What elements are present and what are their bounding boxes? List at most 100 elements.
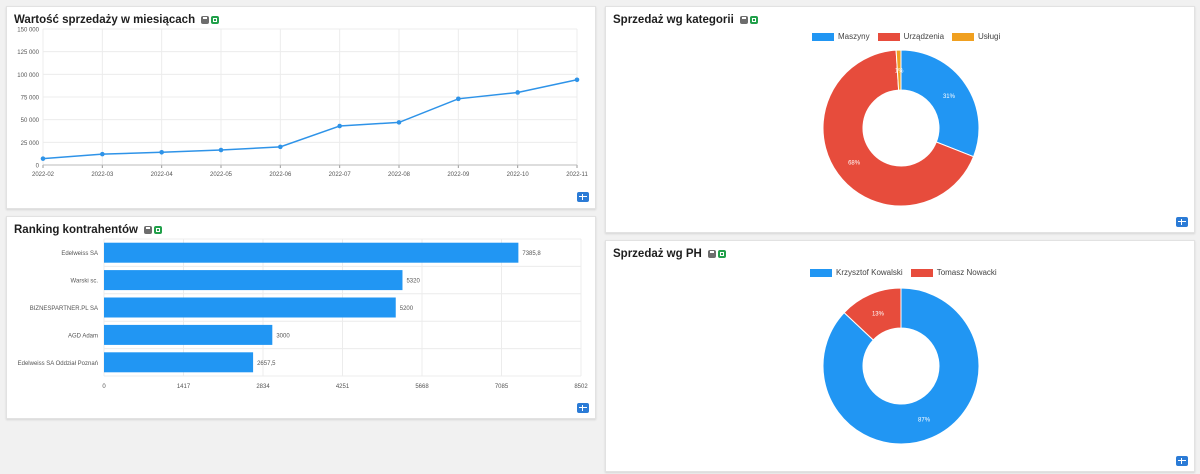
legend-item[interactable]: Usługi xyxy=(952,32,1000,41)
y-tick-label: 150 000 xyxy=(17,28,39,34)
category-label: Edelweiss SA xyxy=(61,251,98,257)
bar xyxy=(104,324,273,345)
x-tick-label: 2022-02 xyxy=(32,172,55,178)
bar-chart: 0 1417 2834 4251 5668 7085 8502 Edelweiss SA 738… xyxy=(18,238,588,390)
donut-slice xyxy=(900,49,980,158)
panel-title: Sprzedaż wg kategorii xyxy=(613,14,758,26)
legend-swatch xyxy=(952,32,975,41)
x-tick-label: 0 xyxy=(102,384,106,390)
x-tick-label: 1417 xyxy=(177,384,191,390)
data-point xyxy=(40,156,46,161)
panel-title: Wartość sprzedaży w miesiącach xyxy=(14,14,220,26)
y-tick-label: 75 000 xyxy=(21,96,40,102)
slice-label: 13% xyxy=(872,311,885,317)
slice-label: 68% xyxy=(848,161,861,167)
data-point xyxy=(218,147,224,153)
panel-title: Ranking kontrahentów xyxy=(14,224,162,236)
panel-ranking: Ranking kontrahentów 0 1417 2834 4251 5668 70… xyxy=(6,216,596,419)
data-point xyxy=(159,150,164,155)
excel-icon[interactable] xyxy=(211,16,220,24)
x-tick-label: 2022-06 xyxy=(269,172,292,178)
panel-monthly-sales: Wartość sprzedaży w miesiącach 0 25 000 50… xyxy=(6,6,596,209)
data-label: 3000 xyxy=(276,333,290,339)
series-line xyxy=(42,79,578,160)
legend-swatch xyxy=(810,268,832,277)
print-icon[interactable] xyxy=(739,16,748,24)
slice-label: 31% xyxy=(943,94,956,100)
table-icon[interactable] xyxy=(577,403,589,413)
donut-slice xyxy=(822,287,980,445)
legend: Maszyny Urządzenia Usługi xyxy=(812,32,1000,41)
data-point xyxy=(515,90,520,95)
data-label: 7385,8 xyxy=(522,251,541,257)
category-label: Edelweiss SA Oddział Poznań xyxy=(18,361,98,367)
legend-label: Tomasz Nowacki xyxy=(936,268,997,277)
donut-slice xyxy=(843,287,902,341)
x-tick-label: 2022-11 xyxy=(566,172,588,178)
panel-title-text: Sprzedaż wg PH xyxy=(613,248,702,260)
table-icon[interactable] xyxy=(577,192,589,202)
legend-item[interactable]: Tomasz Nowacki xyxy=(910,268,997,277)
legend-item[interactable]: Krzysztof Kowalski xyxy=(810,268,903,277)
x-tick-label: 2022-05 xyxy=(210,172,233,178)
data-label: 5200 xyxy=(400,306,414,312)
print-icon[interactable] xyxy=(143,226,152,234)
legend-swatch xyxy=(910,268,933,277)
bar xyxy=(104,242,519,263)
bar xyxy=(104,270,403,291)
category-label: BIZNESPARTNER.PL SA xyxy=(30,306,98,312)
y-tick-label: 125 000 xyxy=(17,50,39,56)
excel-icon[interactable] xyxy=(153,226,162,234)
slice-label: 1% xyxy=(895,69,904,75)
donut-chart: 87% 13% xyxy=(822,287,980,445)
category-label: Warski sc. xyxy=(71,279,99,285)
panel-title-text: Ranking kontrahentów xyxy=(14,224,138,236)
x-tick-label: 2022-10 xyxy=(507,172,530,178)
line-chart: 0 25 000 50 000 75 000 100 000 125 000 150 000… xyxy=(17,28,588,179)
legend-item[interactable]: Urządzenia xyxy=(877,32,945,41)
legend-item[interactable]: Maszyny xyxy=(812,32,870,41)
panel-title: Sprzedaż wg PH xyxy=(613,248,726,260)
y-tick-label: 100 000 xyxy=(17,73,39,79)
table-icon[interactable] xyxy=(1176,217,1188,227)
excel-icon[interactable] xyxy=(749,16,758,24)
legend-label: Urządzenia xyxy=(903,32,945,41)
legend-label: Krzysztof Kowalski xyxy=(836,268,903,277)
panel-ph: Sprzedaż wg PH Krzysztof Kowalski Tomasz … xyxy=(605,240,1195,472)
y-tick-label: 50 000 xyxy=(21,118,40,124)
legend-swatch xyxy=(877,32,900,41)
x-tick-label: 8502 xyxy=(574,384,588,390)
panel-title-text: Sprzedaż wg kategorii xyxy=(613,14,734,26)
data-point xyxy=(337,123,342,129)
x-tick-label: 2834 xyxy=(256,384,270,390)
x-tick-label: 2022-08 xyxy=(388,172,411,178)
slice-label: 87% xyxy=(918,418,931,424)
data-point xyxy=(574,77,580,83)
x-tick-label: 5668 xyxy=(415,384,429,390)
data-point xyxy=(100,151,105,157)
x-tick-label: 4251 xyxy=(336,384,350,390)
panel-title-text: Wartość sprzedaży w miesiącach xyxy=(14,14,196,26)
legend-label: Maszyny xyxy=(838,32,870,41)
data-label: 2657,5 xyxy=(257,361,276,367)
category-label: AGD Adam xyxy=(68,333,98,339)
x-tick-label: 7085 xyxy=(495,384,509,390)
x-tick-label: 2022-03 xyxy=(91,172,114,178)
print-icon[interactable] xyxy=(201,16,210,24)
panel-category: Sprzedaż wg kategorii Maszyny Urządzenia U… xyxy=(605,6,1195,233)
donut-slice xyxy=(895,49,902,91)
legend: Krzysztof Kowalski Tomasz Nowacki xyxy=(810,268,997,277)
legend-swatch xyxy=(812,32,834,41)
data-label: 5320 xyxy=(406,279,420,285)
bar xyxy=(104,352,254,373)
legend-label: Usługi xyxy=(978,32,1001,41)
x-tick-label: 2022-04 xyxy=(151,172,174,178)
y-tick-label: 25 000 xyxy=(21,141,40,147)
donut-chart: 31% 68% 1% xyxy=(822,49,980,207)
data-point xyxy=(278,144,283,150)
excel-icon[interactable] xyxy=(717,250,726,258)
data-point xyxy=(456,96,461,102)
print-icon[interactable] xyxy=(707,250,716,258)
table-icon[interactable] xyxy=(1176,456,1188,466)
bar xyxy=(104,297,396,318)
